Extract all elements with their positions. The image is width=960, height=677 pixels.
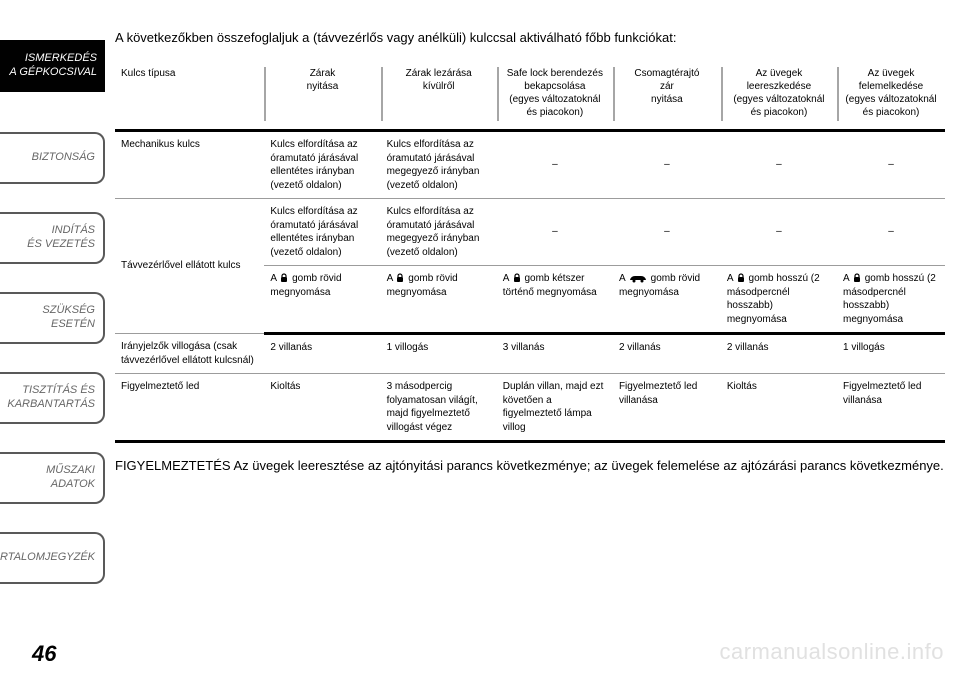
cell-r3-c1: 2 villanás — [264, 334, 380, 374]
nav-item-5[interactable]: MŰSZAKIADATOK — [0, 452, 105, 504]
cell-r3-c6: 1 villogás — [837, 334, 945, 374]
nav-item-4[interactable]: TISZTÍTÁS ÉSKARBANTARTÁS — [0, 372, 105, 424]
cell-r0-c5: – — [721, 131, 837, 199]
cell-r1-c4: – — [613, 199, 721, 266]
cell-r2-c3: A gomb kétszer történő megnyomása — [497, 266, 613, 334]
cell-r1-c0: Távvezérlővel ellátott kulcs — [115, 199, 264, 334]
cell-r1-c1: Kulcs elfordítása az óramutató járásával… — [264, 199, 380, 266]
watermark: carmanualsonline.info — [719, 639, 944, 665]
cell-r3-c0: Irányjelzők villogása (csak távvezérlőve… — [115, 334, 264, 374]
cell-r4-c6: Figyelmeztető led villanása — [837, 374, 945, 442]
cell-r1-c2: Kulcs elfordítása az óramutató járásával… — [381, 199, 497, 266]
cell-r1-c3: – — [497, 199, 613, 266]
cell-r0-c6: – — [837, 131, 945, 199]
table-head: Kulcs típusaZáraknyitásaZárak lezárásakí… — [115, 63, 945, 131]
cell-r4-c1: Kioltás — [264, 374, 380, 442]
cell-r2-c5: A gomb hosszú (2 másodpercnél hosszabb) … — [721, 266, 837, 334]
cell-r0-c0: Mechanikus kulcs — [115, 131, 264, 199]
cell-r3-c4: 2 villanás — [613, 334, 721, 374]
nav-item-2[interactable]: INDÍTÁSÉS VEZETÉS — [0, 212, 105, 264]
col-header-3: Safe lock berendezésbekapcsolása(egyes v… — [497, 63, 613, 131]
col-header-4: Csomagtérajtózárnyitása — [613, 63, 721, 131]
cell-r2-c6: A gomb hosszú (2 másodpercnél hosszabb) … — [837, 266, 945, 334]
col-header-5: Az üvegekleereszkedése(egyes változatokn… — [721, 63, 837, 131]
intro-text: A következőkben összefoglaljuk a (távvez… — [115, 30, 945, 45]
col-header-1: Záraknyitása — [264, 63, 380, 131]
cell-r4-c5: Kioltás — [721, 374, 837, 442]
nav-item-6[interactable]: TARTALOMJEGYZÉK — [0, 532, 105, 584]
sidebar-nav: ISMERKEDÉSA GÉPKOCSIVAL BIZTONSÁG INDÍTÁSÉ… — [0, 0, 105, 677]
page-number: 46 — [32, 641, 56, 667]
col-header-6: Az üvegekfelemelkedése(egyes változatokn… — [837, 63, 945, 131]
col-header-0: Kulcs típusa — [115, 63, 264, 131]
col-header-2: Zárak lezárásakívülről — [381, 63, 497, 131]
table-body: Mechanikus kulcsKulcs elfordítása az óra… — [115, 131, 945, 442]
footnote-text: FIGYELMEZTETÉS Az üvegek leeresztése az … — [115, 457, 945, 475]
cell-r0-c4: – — [613, 131, 721, 199]
cell-r3-c2: 1 villogás — [381, 334, 497, 374]
cell-r4-c0: Figyelmeztető led — [115, 374, 264, 442]
cell-r3-c3: 3 villanás — [497, 334, 613, 374]
cell-r0-c1: Kulcs elfordítása az óramutató járásával… — [264, 131, 380, 199]
key-functions-table: Kulcs típusaZáraknyitásaZárak lezárásakí… — [115, 63, 945, 443]
cell-r2-c2: A gomb rövid megnyomása — [381, 266, 497, 334]
cell-r1-c6: – — [837, 199, 945, 266]
cell-r4-c4: Figyelmeztető led villanása — [613, 374, 721, 442]
cell-r3-c5: 2 villanás — [721, 334, 837, 374]
cell-r4-c3: Duplán villan, majd ezt követően a figye… — [497, 374, 613, 442]
main-content: A következőkben összefoglaljuk a (távvez… — [115, 30, 945, 475]
nav-item-0[interactable]: ISMERKEDÉSA GÉPKOCSIVAL — [0, 40, 105, 92]
cell-r2-c4: A gomb rövid megnyomása — [613, 266, 721, 334]
nav-item-3[interactable]: SZÜKSÉGESETÉN — [0, 292, 105, 344]
nav-item-1[interactable]: BIZTONSÁG — [0, 132, 105, 184]
cell-r2-c1: A gomb rövid megnyomása — [264, 266, 380, 334]
cell-r1-c5: – — [721, 199, 837, 266]
cell-r4-c2: 3 másodpercig folyamatosan világít, majd… — [381, 374, 497, 442]
cell-r0-c2: Kulcs elfordítása az óramutató járásával… — [381, 131, 497, 199]
cell-r0-c3: – — [497, 131, 613, 199]
